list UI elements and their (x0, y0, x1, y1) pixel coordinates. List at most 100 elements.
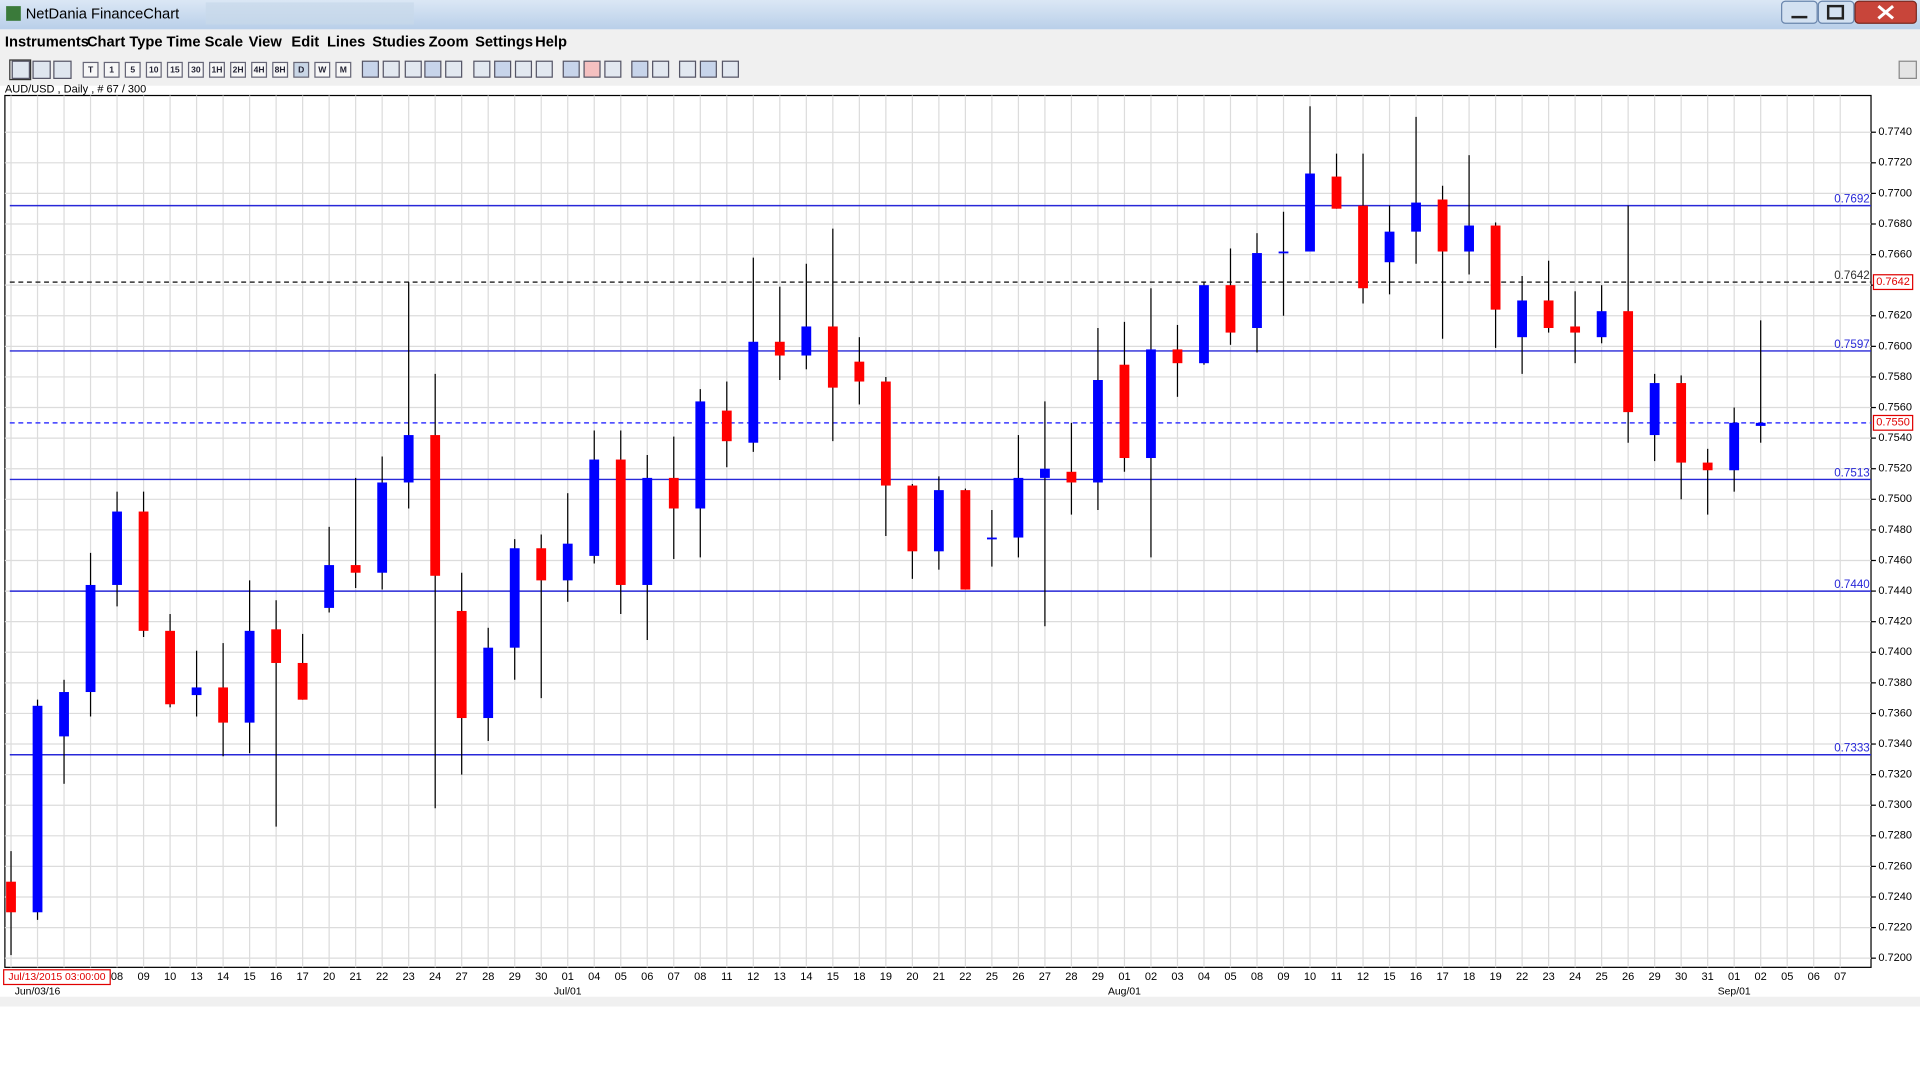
toolbar-icon[interactable] (604, 60, 622, 78)
x-tick-label: 21 (933, 971, 945, 983)
candle-body (1093, 380, 1103, 483)
toolbar-icon[interactable] (535, 60, 553, 78)
toolbar-icon[interactable] (721, 60, 739, 78)
toolbar-button[interactable] (124, 61, 141, 78)
price-level-label: 0.7642 (1834, 269, 1870, 282)
toolbar-button[interactable] (166, 61, 183, 78)
toolbar-icon[interactable] (404, 60, 422, 78)
candle-body (721, 410, 732, 442)
candle-body (1384, 231, 1395, 263)
menu-item[interactable]: Zoom (429, 35, 469, 51)
toolbar-button-label: 5 (130, 65, 135, 75)
maximize-button[interactable] (1817, 0, 1855, 24)
candle-body (589, 459, 600, 556)
candle-body (1358, 205, 1368, 289)
price-level-label: 0.7440 (1834, 578, 1870, 591)
menu-item[interactable]: Time Scale (167, 35, 243, 51)
toolbar-icon[interactable] (652, 60, 670, 78)
background-tab (205, 2, 414, 25)
toolbar-button[interactable] (187, 61, 204, 78)
toolbar-button[interactable] (230, 61, 246, 78)
toolbar-icon[interactable] (678, 60, 697, 78)
toolbar-icon[interactable] (514, 60, 533, 78)
y-tick-label: 0.7680 (1878, 218, 1912, 230)
menu-item[interactable]: Chart Type (87, 35, 163, 51)
app-icon (6, 6, 21, 21)
candle-body (562, 543, 573, 581)
menu-item[interactable]: Lines (327, 35, 365, 51)
x-tick-label: 05 (615, 971, 627, 983)
toolbar-icon[interactable] (445, 60, 463, 78)
minimize-button[interactable] (1781, 0, 1818, 24)
x-tick-label: 17 (1436, 971, 1448, 983)
x-tick-label: 31 (1702, 971, 1714, 983)
y-tick-label: 0.7420 (1878, 616, 1912, 628)
candle-body (1066, 471, 1077, 483)
y-tick-label: 0.7560 (1878, 401, 1912, 413)
toolbar-button[interactable] (335, 61, 352, 78)
month-label: Sep/01 (1718, 987, 1751, 998)
y-tick-label: 0.7660 (1878, 248, 1912, 260)
candle-body (880, 381, 891, 486)
toolbar-button[interactable] (314, 61, 331, 78)
candle-body (85, 584, 96, 693)
menu-item[interactable]: Help (535, 35, 567, 51)
x-tick-label: 08 (111, 971, 123, 983)
candle-body (774, 341, 785, 356)
toolbar-button-label: 4H (254, 65, 265, 75)
toolbar-button[interactable] (272, 61, 289, 78)
x-tick-label: 10 (1304, 971, 1316, 983)
toolbar-icon[interactable] (382, 60, 400, 78)
menu-item[interactable]: Studies (372, 35, 425, 51)
y-tick-label: 0.7240 (1878, 891, 1912, 903)
toolbar-icon[interactable] (583, 60, 601, 78)
toolbar-button[interactable] (251, 61, 268, 78)
y-tick-label: 0.7260 (1878, 860, 1912, 872)
x-tick-label: 10 (164, 971, 176, 983)
candle-body (1305, 173, 1315, 252)
toolbar-button[interactable] (145, 61, 162, 78)
candle-body (1278, 251, 1289, 254)
x-tick-label: 22 (959, 971, 971, 983)
y-tick-label: 0.7320 (1878, 769, 1912, 781)
candle-body (1570, 326, 1581, 333)
candle-body (748, 341, 759, 443)
x-tick-label: 15 (827, 971, 839, 983)
x-tick-label: 22 (1516, 971, 1528, 983)
toolbar-button-label: 1 (109, 65, 114, 75)
toolbar-icon[interactable] (424, 60, 442, 78)
toolbar-icon[interactable] (473, 60, 491, 78)
candle-body (854, 361, 865, 382)
candle-body (1676, 383, 1687, 463)
candle-body (138, 511, 149, 631)
x-tick-label: 27 (456, 971, 468, 983)
toolbar-icon[interactable] (11, 60, 30, 79)
candle-body (1437, 199, 1448, 252)
y-tick-label: 0.7300 (1878, 799, 1912, 811)
toolbar-icon[interactable] (494, 60, 512, 78)
toolbar-button[interactable] (209, 61, 225, 78)
toolbar-icon[interactable] (53, 60, 72, 79)
menu-item[interactable]: Edit (291, 35, 319, 51)
toolbar-icon[interactable] (361, 60, 379, 78)
toolbar-icon[interactable] (562, 60, 580, 78)
toolbar-icon[interactable] (699, 60, 717, 78)
candle-body (1543, 300, 1554, 328)
candle-body (933, 490, 944, 552)
candle-body (1146, 349, 1156, 459)
candle-body (1172, 349, 1183, 364)
toolbar-icon[interactable] (631, 60, 649, 78)
panel-button[interactable] (1898, 60, 1917, 79)
toolbar-button[interactable] (103, 61, 120, 78)
toolbar-icon[interactable] (32, 60, 51, 79)
toolbar-button[interactable] (293, 61, 310, 78)
candle-body (801, 326, 812, 356)
menu-item[interactable]: Settings (475, 35, 533, 51)
x-tick-label: 30 (535, 971, 547, 983)
toolbar-button[interactable] (82, 61, 99, 78)
menu-item[interactable]: Instruments (5, 35, 89, 51)
y-tick-label: 0.7700 (1878, 187, 1912, 199)
toolbar-button-label: 1H (212, 65, 223, 75)
candle-body (403, 435, 414, 483)
menu-item[interactable]: View (249, 35, 283, 51)
